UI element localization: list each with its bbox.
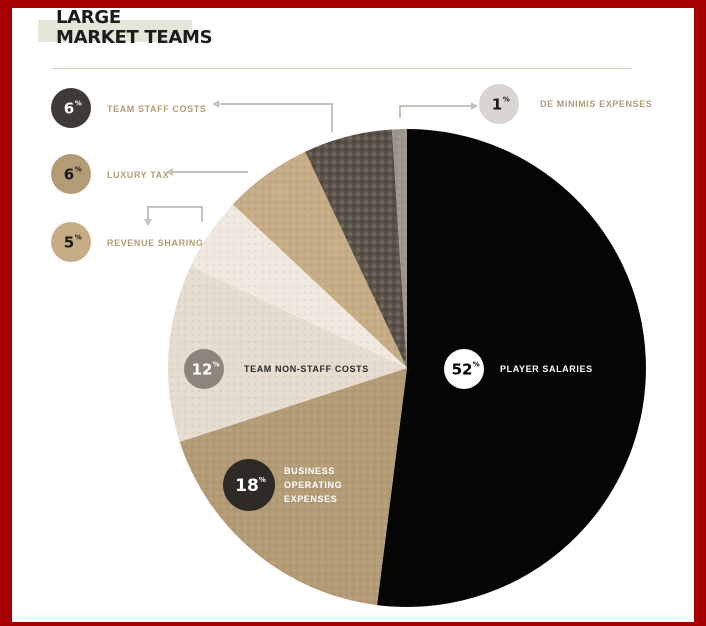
- arrow-luxury-tax: [166, 168, 248, 176]
- callout-arrows: [144, 100, 478, 226]
- badge-luxury-tax: 6%: [51, 154, 91, 194]
- value-label: 12: [192, 360, 213, 378]
- pie-slice-texture-business-operating-expenses: [179, 368, 407, 606]
- slice-label-line: TEAM STAFF COSTS: [107, 104, 206, 114]
- value-label: 52: [452, 360, 473, 378]
- slice-label-line: OPERATING: [284, 480, 342, 490]
- slice-label-luxury-tax: LUXURY TAX: [107, 170, 169, 180]
- arrow-team-staff-costs: [212, 100, 333, 132]
- pie-slice-texture-team-non-staff-costs: [168, 266, 407, 442]
- arrow-de-minimis-expenses: [399, 102, 478, 118]
- slice-label-line: PLAYER SALARIES: [500, 364, 593, 374]
- pie-slice-texture-de-minimis-expenses: [391, 129, 407, 368]
- title-divider: [52, 68, 632, 69]
- badge-de-minimis-expenses: 1%: [479, 84, 519, 124]
- arrow-revenue-sharing: [144, 206, 203, 226]
- pie-chart: 52% PLAYER SALARIES 18 % BUSINESS OPERATING EX…: [51, 84, 652, 607]
- percent-sign: %: [259, 476, 266, 484]
- pie-slice-texture-revenue-sharing: [190, 204, 407, 368]
- slice-label-de-minimis-expenses: DE MINIMIS EXPENSES: [540, 99, 652, 109]
- value-label: 1: [492, 95, 502, 113]
- slice-label-revenue-sharing: REVENUE SHARING: [107, 238, 204, 248]
- slice-label-line: TEAM NON-STAFF COSTS: [244, 364, 369, 374]
- infographic-frame: LARGE MARKET TEAMS 52% PLAYER SALARIES 18%…: [12, 8, 694, 622]
- title-line-2: MARKET TEAMS: [56, 27, 213, 48]
- labels-layer: 52% PLAYER SALARIES 18 % BUSINESS OPERATING EX…: [51, 84, 652, 511]
- percent-sign: %: [75, 165, 82, 173]
- slice-label-line: REVENUE SHARING: [107, 238, 204, 248]
- percent-sign: %: [473, 360, 480, 368]
- slice-label-team-non-staff-costs: TEAM NON-STAFF COSTS: [244, 364, 369, 374]
- slice-label-player-salaries: PLAYER SALARIES: [500, 364, 593, 374]
- badge-team-non-staff-costs: 12%: [184, 349, 224, 389]
- value-label: 18: [235, 476, 259, 496]
- percent-sign: %: [75, 99, 82, 107]
- pie-slice-texture-team-staff-costs: [305, 129, 407, 368]
- title-highlight: [38, 20, 192, 42]
- percent-sign: %: [75, 233, 82, 241]
- slice-label-line: LUXURY TAX: [107, 170, 169, 180]
- percent-sign: %: [213, 360, 220, 368]
- value-label: 5: [64, 233, 74, 251]
- badge-revenue-sharing: 5%: [51, 222, 91, 262]
- slices-layer: [168, 129, 646, 607]
- slice-label-business-operating-expenses: BUSINESS OPERATING EXPENSES: [284, 466, 342, 504]
- badge-business-operating-expenses: 18%: [223, 459, 275, 511]
- slice-label-line: DE MINIMIS EXPENSES: [540, 99, 652, 109]
- value-label: 6: [64, 165, 74, 183]
- slice-label-line: EXPENSES: [284, 494, 337, 504]
- badge-player-salaries: 52%: [444, 349, 484, 389]
- value-label: 6: [64, 99, 74, 117]
- percent-sign: %: [503, 95, 510, 103]
- pie-slice-texture-luxury-tax: [232, 151, 407, 368]
- title-line-1: LARGE: [56, 8, 121, 28]
- slice-label-line: BUSINESS: [284, 466, 335, 476]
- slice-label-team-staff-costs: TEAM STAFF COSTS: [107, 104, 206, 114]
- title-block: LARGE MARKET TEAMS: [38, 8, 338, 68]
- pie-slice-player-salaries: [377, 129, 646, 607]
- badge-team-staff-costs: 6%: [51, 88, 91, 128]
